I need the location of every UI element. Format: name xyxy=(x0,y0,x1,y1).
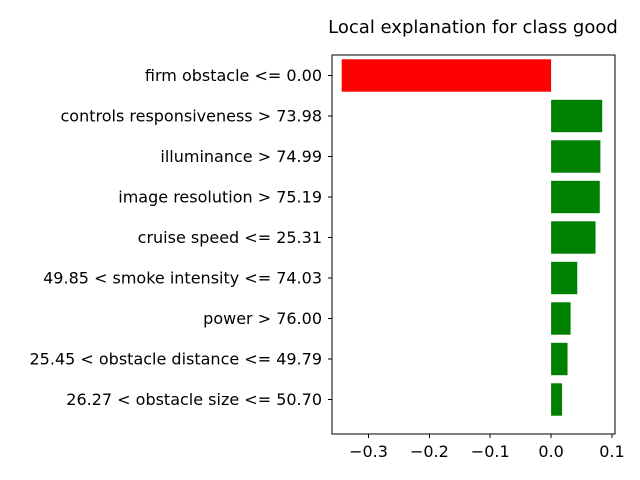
bar-2 xyxy=(551,140,601,173)
bar-4 xyxy=(551,221,596,254)
chart-title: Local explanation for class good xyxy=(328,17,618,38)
bars-group xyxy=(341,59,603,416)
axes-frame xyxy=(331,54,616,435)
y-tick-label-4: cruise speed <= 25.31 xyxy=(138,228,322,247)
y-tick-label-7: 25.45 < obstacle distance <= 49.79 xyxy=(30,350,323,369)
x-tick-label-3: 0.0 xyxy=(538,442,563,461)
x-tick-label-2: −0.1 xyxy=(471,442,510,461)
x-tick-label-1: −0.2 xyxy=(410,442,449,461)
y-tick-label-0: firm obstacle <= 0.00 xyxy=(145,66,322,85)
x-tick-label-0: −0.3 xyxy=(349,442,388,461)
bar-3 xyxy=(551,180,600,214)
bar-8 xyxy=(551,383,563,416)
bar-6 xyxy=(551,302,571,335)
y-tick-label-3: image resolution > 75.19 xyxy=(118,188,322,207)
y-ticks-group: firm obstacle <= 0.00 controls responsive… xyxy=(30,66,332,409)
y-tick-label-6: power > 76.00 xyxy=(203,309,322,328)
axes-border xyxy=(331,54,616,435)
y-tick-label-2: illuminance > 74.99 xyxy=(160,147,322,166)
x-tick-label-4: 0.1 xyxy=(599,442,624,461)
y-tick-label-8: 26.27 < obstacle size <= 50.70 xyxy=(66,390,322,409)
bar-1 xyxy=(551,99,603,133)
x-ticks-group: −0.3 −0.2 −0.1 0.0 0.1 xyxy=(349,434,625,461)
y-tick-label-5: 49.85 < smoke intensity <= 74.03 xyxy=(43,269,322,288)
bar-7 xyxy=(551,342,568,376)
bar-5 xyxy=(551,261,578,295)
bar-0 xyxy=(341,59,552,92)
y-tick-label-1: controls responsiveness > 73.98 xyxy=(60,107,322,126)
